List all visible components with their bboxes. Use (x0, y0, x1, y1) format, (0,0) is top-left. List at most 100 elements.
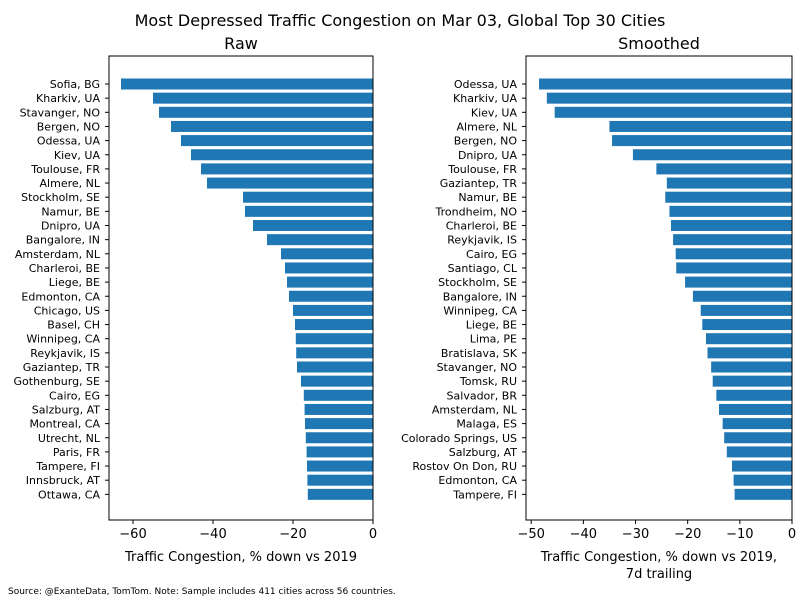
y-tick-label: Cairo, EG (49, 389, 100, 402)
bar (675, 248, 792, 260)
y-tick-label: Dnipro, UA (41, 220, 101, 233)
bar (656, 163, 792, 175)
x-tick-label: −40 (199, 527, 226, 542)
y-tick-label: Kiev, UA (54, 149, 101, 162)
bar (670, 220, 792, 231)
bar (666, 177, 792, 189)
bar (665, 191, 792, 203)
x-tick-label: −30 (622, 527, 649, 542)
y-tick-label: Stavanger, NO (437, 361, 518, 374)
bar (296, 347, 373, 359)
y-tick-label: Salvador, BR (447, 389, 518, 402)
bar (297, 361, 373, 373)
bar (305, 418, 373, 430)
y-tick-label: Gaziantep, TR (440, 177, 518, 190)
x-axis-label: Traffic Congestion, % down vs 2019 (124, 550, 357, 565)
plot-frame (525, 55, 793, 521)
bar (722, 418, 792, 430)
bar (673, 234, 792, 246)
y-tick-label: Ottawa, CA (38, 488, 100, 501)
y-tick-label: Innsbruck, AT (26, 474, 100, 487)
bar (304, 403, 373, 415)
y-tick-label: Amsterdam, NL (15, 248, 101, 261)
y-tick-label: Gothenburg, SE (14, 375, 101, 388)
bar (295, 333, 373, 345)
bar (702, 319, 792, 331)
x-tick-label: −10 (726, 527, 753, 542)
bar (733, 474, 792, 486)
y-tick-label: Bratislava, SK (441, 347, 518, 360)
bar (716, 389, 792, 401)
x-tick-label: −20 (674, 527, 701, 542)
y-tick-label: Winnipeg, CA (443, 304, 517, 317)
bar (245, 205, 373, 217)
y-tick-label: Charleroi, BE (446, 220, 517, 233)
y-tick-label: Salzburg, AT (449, 446, 517, 459)
x-tick-label: −20 (279, 527, 306, 542)
y-tick-label: Bangalore, IN (443, 290, 517, 303)
bar (287, 276, 373, 288)
bar (305, 432, 373, 444)
y-tick-label: Odessa, UA (37, 135, 101, 148)
y-tick-label: Kiev, UA (471, 106, 518, 119)
y-tick-label: Kharkiv, UA (36, 92, 100, 105)
y-tick-label: Edmonton, CA (21, 290, 100, 303)
x-tick-label: 0 (788, 527, 796, 542)
y-tick-label: Bangalore, IN (26, 234, 100, 247)
bar (307, 460, 373, 472)
y-tick-label: Sofia, BG (50, 78, 100, 91)
y-tick-label: Reykjavik, IS (30, 347, 100, 360)
bar (632, 149, 792, 161)
y-tick-label: Trondheim, NO (435, 205, 518, 218)
y-tick-label: Stavanger, NO (20, 106, 101, 119)
source-note: Source: @ExanteData, TomTom. Note: Sampl… (8, 587, 396, 597)
bar (307, 488, 373, 500)
bar (554, 106, 792, 118)
y-tick-label: Colorado Springs, US (401, 432, 517, 445)
y-tick-label: Gaziantep, TR (23, 361, 101, 374)
bar (726, 446, 792, 458)
y-tick-label: Basel, CH (47, 319, 100, 332)
y-tick-label: Tampere, FI (452, 488, 517, 501)
y-tick-label: Dnipro, UA (458, 149, 518, 162)
bar (718, 403, 792, 415)
bar (285, 262, 373, 274)
y-tick-label: Utrecht, NL (38, 432, 101, 445)
y-tick-label: Almere, NL (457, 120, 518, 133)
y-tick-label: Chicago, US (34, 304, 100, 317)
bar (303, 389, 373, 401)
y-tick-label: Rostov On Don, RU (412, 460, 517, 473)
y-tick-label: Reykjavik, IS (447, 234, 517, 247)
y-tick-label: Montreal, CA (29, 418, 100, 431)
bar (306, 446, 373, 458)
panel-title: Raw (224, 34, 258, 53)
bar (181, 135, 373, 147)
y-tick-label: Almere, NL (40, 177, 101, 190)
bar (253, 220, 373, 231)
bar (307, 474, 373, 486)
x-axis-label-line2: 7d trailing (626, 567, 692, 582)
bar (201, 163, 373, 175)
y-tick-label: Santiago, CL (448, 262, 518, 275)
bar (171, 120, 373, 132)
bar (612, 135, 792, 147)
y-tick-label: Edmonton, CA (438, 474, 517, 487)
panel-title: Smoothed (618, 34, 700, 53)
bar (267, 234, 373, 246)
x-axis-label: Traffic Congestion, % down vs 2019, (540, 550, 777, 565)
y-tick-label: Liege, BE (466, 319, 517, 332)
y-tick-label: Malaga, ES (456, 418, 517, 431)
bar (153, 92, 373, 104)
x-tick-label: −50 (517, 527, 544, 542)
plot-frame (108, 55, 374, 521)
y-tick-label: Winnipeg, CA (26, 333, 100, 346)
chart-title: Most Depressed Traffic Congestion on Mar… (135, 11, 666, 30)
y-tick-label: Paris, FR (53, 446, 101, 459)
bar (289, 290, 373, 302)
bar (243, 191, 373, 203)
bar (669, 205, 792, 217)
y-tick-label: Stockholm, SE (438, 276, 517, 289)
